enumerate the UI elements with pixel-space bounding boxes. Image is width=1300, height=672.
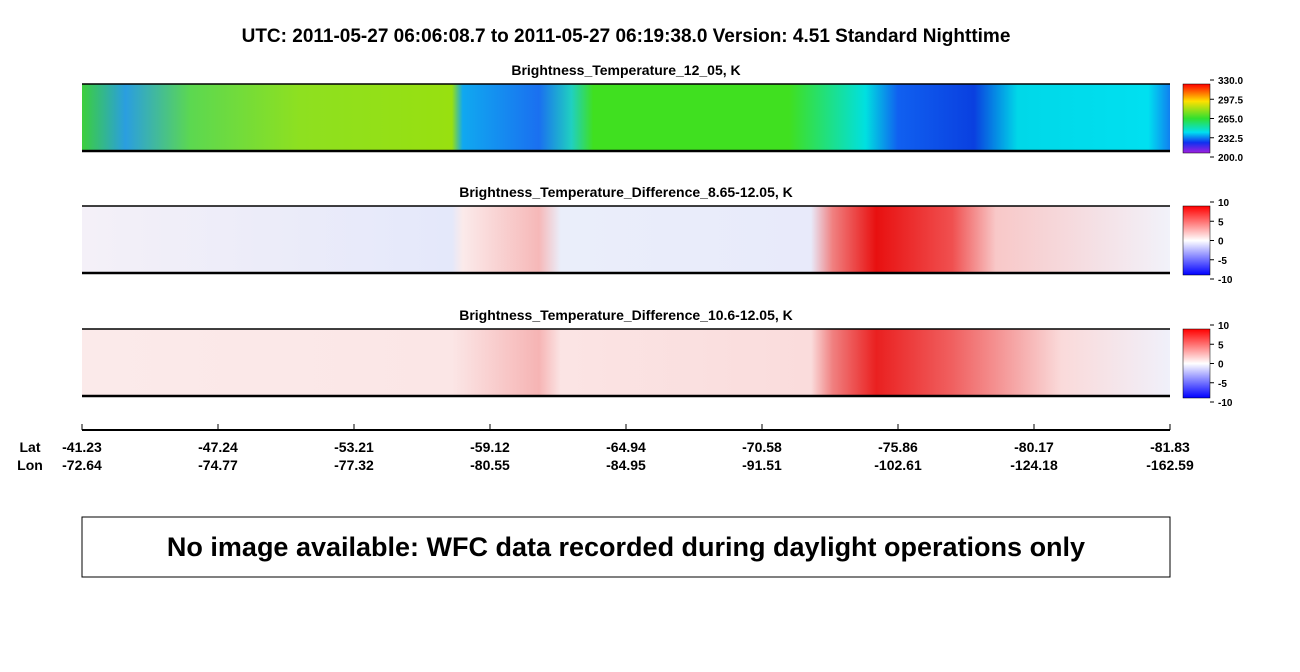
colorbar-label: 297.5 <box>1218 95 1243 106</box>
colorbar <box>1182 83 1211 154</box>
lat-tick-label: -81.83 <box>1150 439 1190 455</box>
lat-tick-label: -53.21 <box>334 439 374 455</box>
colorbar-label: -5 <box>1218 256 1227 267</box>
lat-tick-label: -80.17 <box>1014 439 1054 455</box>
colorbar-label: 265.0 <box>1218 115 1243 126</box>
lon-tick-label: -91.51 <box>742 457 782 473</box>
lat-tick-label: -75.86 <box>878 439 918 455</box>
lon-tick-label: -102.61 <box>874 457 922 473</box>
lat-tick-label: -41.23 <box>62 439 102 455</box>
colorbar-label: 0 <box>1218 237 1224 248</box>
lon-tick-label: -80.55 <box>470 457 510 473</box>
message: No image available: WFC data recorded du… <box>167 532 1085 562</box>
lon-label: Lon <box>17 457 43 473</box>
colorbar-label: 10 <box>1218 321 1230 332</box>
colorbar-label: 330.0 <box>1218 76 1243 87</box>
colorbar-label: 0 <box>1218 360 1224 371</box>
lat-tick-label: -47.24 <box>198 439 238 455</box>
colorbar-label: -10 <box>1218 275 1233 286</box>
colorbar-label: 200.0 <box>1218 153 1243 164</box>
lat-tick-label: -64.94 <box>606 439 646 455</box>
panel-title: Brightness_Temperature_Difference_8.65-1… <box>459 184 793 200</box>
colorbar <box>1182 328 1211 399</box>
swath-image <box>82 206 1170 273</box>
lat-tick-label: -59.12 <box>470 439 510 455</box>
swath-image <box>82 84 1170 151</box>
message-box <box>81 516 1171 578</box>
panel-title: Brightness_Temperature_Difference_10.6-1… <box>459 307 793 323</box>
colorbar <box>1182 205 1211 276</box>
colorbar-label: 232.5 <box>1218 134 1243 145</box>
lon-tick-label: -72.64 <box>62 457 102 473</box>
lon-tick-label: -77.32 <box>334 457 374 473</box>
lon-tick-label: -84.95 <box>606 457 646 473</box>
panel-title: Brightness_Temperature_12_05, K <box>511 62 740 78</box>
lon-tick-label: -74.77 <box>198 457 238 473</box>
swath-image <box>82 329 1170 396</box>
colorbar-label: -5 <box>1218 379 1227 390</box>
lat-tick-label: -70.58 <box>742 439 782 455</box>
colorbar-label: 10 <box>1218 198 1230 209</box>
lon-tick-label: -124.18 <box>1010 457 1058 473</box>
title: UTC: 2011-05-27 06:06:08.7 to 2011-05-27… <box>242 26 1011 47</box>
lon-tick-label: -162.59 <box>1146 457 1194 473</box>
colorbar-label: 5 <box>1218 340 1224 351</box>
colorbar-label: -10 <box>1218 398 1233 409</box>
lat-label: Lat <box>20 439 41 455</box>
colorbar-label: 5 <box>1218 217 1224 228</box>
